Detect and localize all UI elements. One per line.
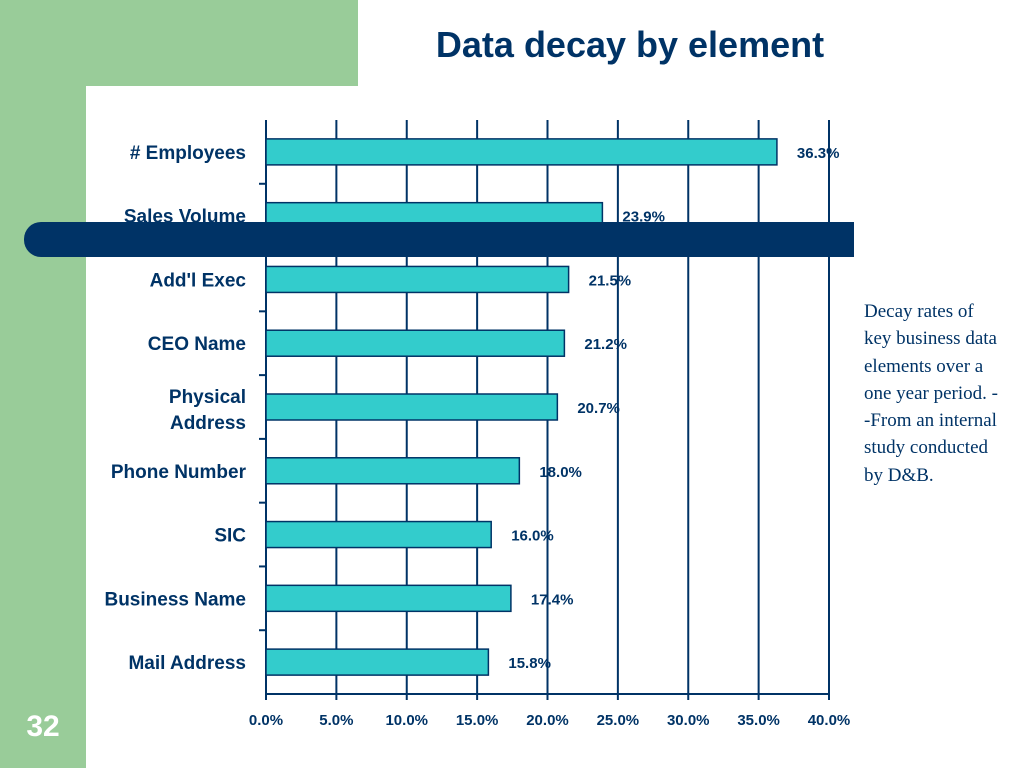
slide-title: Data decay by element — [435, 24, 825, 65]
data-label: 20.7% — [577, 400, 620, 417]
x-tick-label: 0.0% — [249, 712, 283, 729]
category-label: Business Name — [104, 589, 246, 610]
data-label: 36.3% — [797, 145, 840, 162]
data-label: 23.9% — [622, 209, 665, 226]
x-tick-label: 40.0% — [808, 712, 851, 729]
category-label: # Employees — [130, 143, 246, 164]
side-note: Decay rates of key business data element… — [864, 301, 998, 486]
x-tick-label: 5.0% — [319, 712, 353, 729]
data-label: 15.8% — [508, 655, 551, 672]
category-label: Physical Address — [169, 387, 246, 434]
data-label: 17.4% — [531, 591, 574, 608]
data-label: 21.2% — [584, 336, 627, 353]
bar — [265, 457, 521, 485]
bar — [265, 648, 490, 676]
bar — [265, 393, 559, 421]
category-label: CEO Name — [148, 334, 246, 355]
category-label: SIC — [214, 526, 246, 547]
x-tick-label: 25.0% — [597, 712, 640, 729]
data-label: 16.0% — [511, 528, 554, 545]
bar — [265, 138, 778, 166]
content-corner — [86, 86, 166, 166]
bar — [265, 265, 570, 294]
data-label: 18.0% — [539, 464, 582, 481]
data-label: 21.5% — [589, 272, 632, 289]
top-decor-band — [86, 0, 358, 86]
category-label: Add'l Exec — [150, 270, 247, 291]
bar — [265, 520, 492, 549]
x-tick-label: 15.0% — [456, 712, 499, 729]
x-tick-label: 30.0% — [667, 712, 710, 729]
slide-number: 32 — [26, 710, 60, 743]
x-tick-label: 20.0% — [526, 712, 569, 729]
bar — [265, 584, 512, 613]
x-tick-label: 35.0% — [737, 712, 780, 729]
left-decor-band — [0, 0, 86, 768]
x-tick-label: 10.0% — [385, 712, 428, 729]
category-label: Mail Address — [128, 653, 246, 674]
bar — [265, 329, 566, 357]
category-label: Phone Number — [111, 462, 247, 483]
decor-bar — [60, 222, 854, 257]
